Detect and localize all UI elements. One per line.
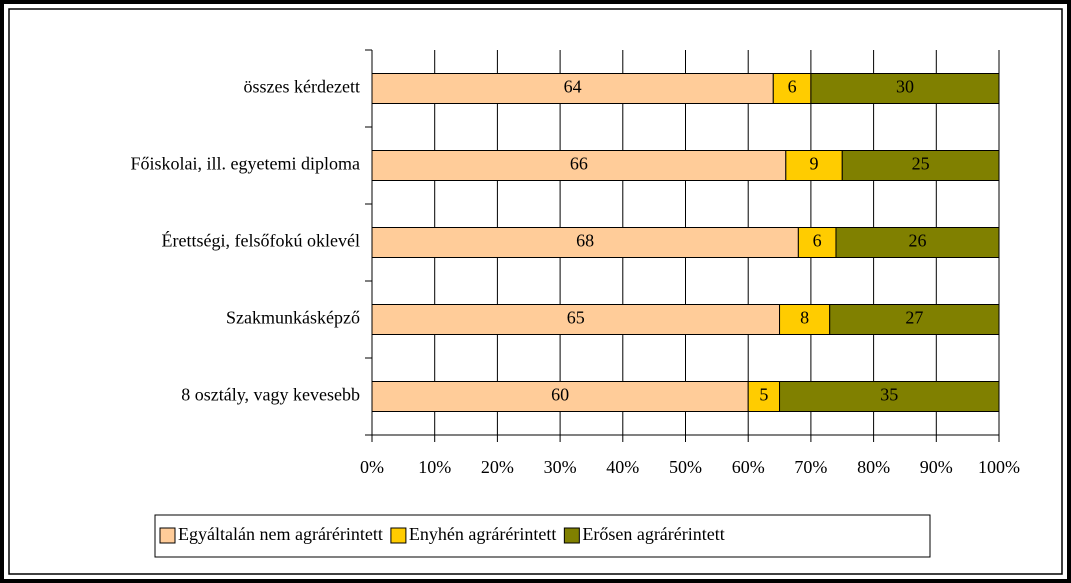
- x-tick-label: 20%: [481, 457, 514, 477]
- bar-segment: [835, 227, 1000, 258]
- bar-segment: [810, 73, 1000, 104]
- bar-segment: [371, 227, 799, 258]
- data-label: 6: [813, 231, 822, 251]
- legend-label: Egyáltalán nem agrárérintett: [178, 524, 383, 544]
- data-label: 26: [908, 231, 926, 251]
- x-tick-label: 60%: [732, 457, 765, 477]
- bar-segment: [779, 304, 831, 335]
- legend-label: Erősen agrárérintett: [582, 524, 724, 544]
- data-label: 60: [551, 385, 569, 405]
- data-label: 9: [810, 154, 819, 174]
- bar-segment: [371, 150, 787, 181]
- x-tick-label: 90%: [920, 457, 953, 477]
- x-tick-label: 100%: [978, 457, 1020, 477]
- bar-segment: [747, 381, 781, 412]
- bar-segment: [371, 73, 774, 104]
- x-tick-label: 80%: [857, 457, 890, 477]
- x-tick-label: 10%: [418, 457, 451, 477]
- bar-segment: [785, 150, 843, 181]
- data-label: 25: [912, 154, 930, 174]
- x-tick-label: 50%: [669, 457, 702, 477]
- bar-segment: [841, 150, 1000, 181]
- inner-frame: [8, 8, 1063, 575]
- x-tick-label: 0%: [360, 457, 384, 477]
- data-label: 30: [896, 77, 914, 97]
- data-label: 8: [800, 308, 809, 328]
- legend-box: [154, 514, 931, 558]
- bar-segment: [371, 381, 749, 412]
- y-tick-label: Főiskolai, ill. egyetemi diploma: [131, 154, 360, 174]
- data-label: 65: [567, 308, 585, 328]
- y-tick-label: Szakmunkásképző: [226, 308, 360, 328]
- bar-segment: [371, 304, 781, 335]
- x-tick-label: 30%: [544, 457, 577, 477]
- bar-segment: [779, 381, 1000, 412]
- data-label: 66: [570, 154, 588, 174]
- legend-swatch: [159, 527, 176, 544]
- bar-segment: [797, 227, 837, 258]
- data-label: 68: [576, 231, 594, 251]
- data-label: 27: [905, 308, 923, 328]
- legend-swatch: [390, 527, 407, 544]
- legend-label: Enyhén agrárérintett: [409, 524, 556, 544]
- data-label: 5: [759, 385, 768, 405]
- x-tick-label: 70%: [794, 457, 827, 477]
- y-tick-label: 8 osztály, vagy kevesebb: [181, 385, 360, 405]
- legend-swatch: [563, 527, 580, 544]
- x-tick-label: 40%: [606, 457, 639, 477]
- data-label: 6: [788, 77, 797, 97]
- bar-segment: [829, 304, 1000, 335]
- y-tick-label: Érettségi, felsőfokú oklevél: [162, 230, 360, 251]
- data-label: 64: [564, 77, 582, 97]
- data-label: 35: [880, 385, 898, 405]
- y-tick-label: összes kérdezett: [244, 77, 360, 97]
